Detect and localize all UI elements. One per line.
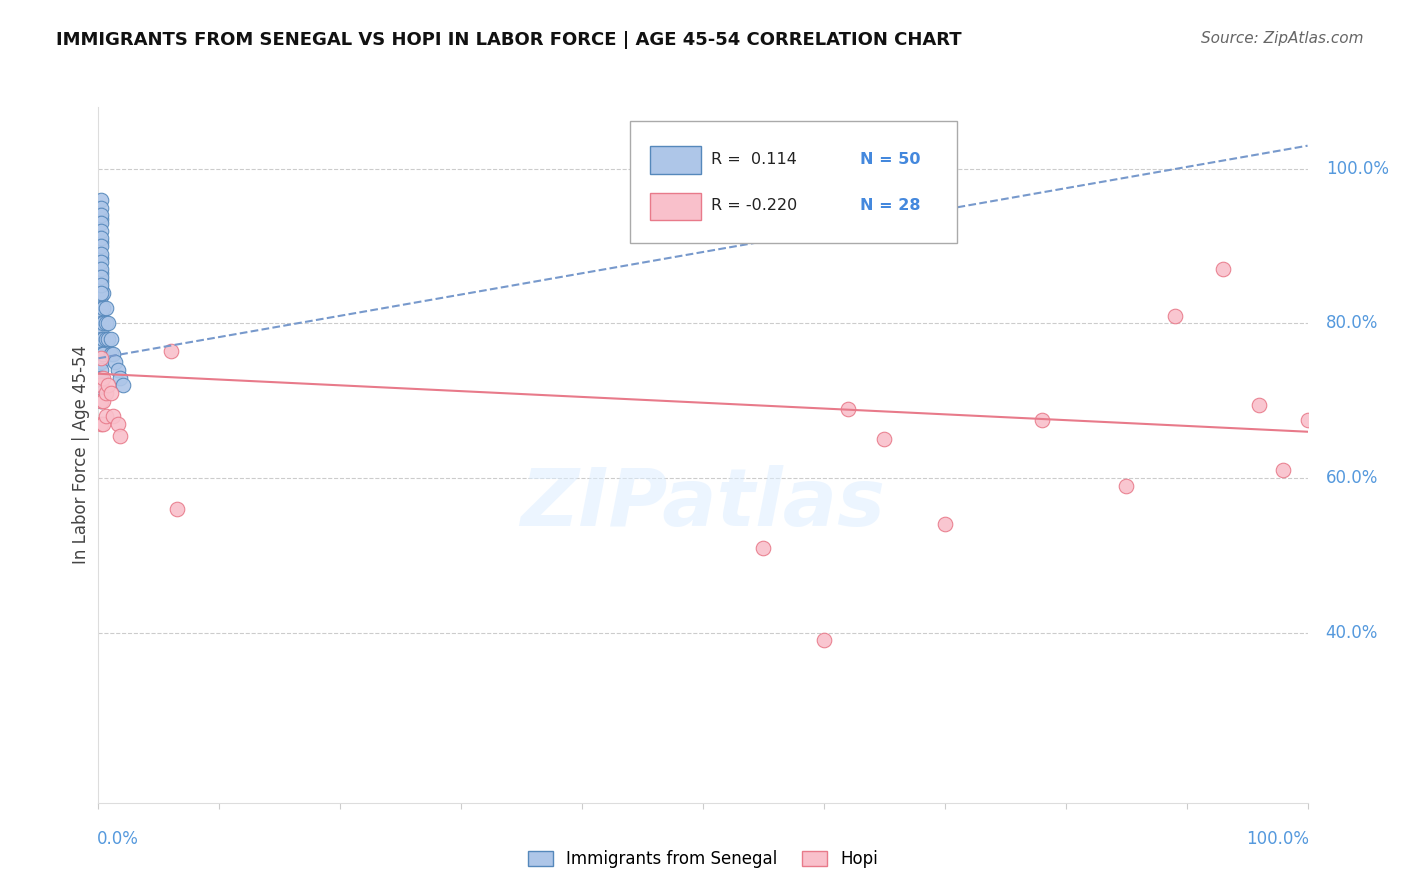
Point	[837, 401, 859, 416]
Text: N = 28: N = 28	[860, 198, 921, 213]
Point	[1115, 479, 1137, 493]
Text: 100.0%: 100.0%	[1246, 830, 1309, 848]
Point	[100, 332, 122, 346]
Point	[90, 239, 112, 253]
Point	[90, 193, 112, 207]
Point	[91, 417, 114, 431]
Point	[90, 363, 112, 377]
Point	[90, 285, 112, 300]
Text: IMMIGRANTS FROM SENEGAL VS HOPI IN LABOR FORCE | AGE 45-54 CORRELATION CHART: IMMIGRANTS FROM SENEGAL VS HOPI IN LABOR…	[56, 31, 962, 49]
Point	[97, 332, 120, 346]
Point	[91, 285, 114, 300]
Point	[90, 231, 112, 245]
Point	[90, 351, 112, 366]
Point	[107, 417, 129, 431]
Text: N = 50: N = 50	[860, 152, 921, 167]
Point	[90, 254, 112, 268]
Text: 0.0%: 0.0%	[97, 830, 139, 848]
Point	[90, 282, 112, 296]
Point	[91, 347, 114, 361]
Point	[91, 301, 114, 315]
Point	[90, 270, 112, 285]
Point	[90, 301, 112, 315]
Point	[1272, 463, 1295, 477]
Point	[1212, 262, 1234, 277]
Point	[1031, 413, 1053, 427]
Point	[97, 317, 120, 331]
Text: R =  0.114: R = 0.114	[711, 152, 797, 167]
Point	[90, 309, 112, 323]
Text: 80.0%: 80.0%	[1326, 315, 1378, 333]
Point	[90, 393, 112, 408]
Point	[108, 428, 131, 442]
Point	[91, 370, 114, 384]
Point	[94, 317, 117, 331]
Point	[90, 386, 112, 401]
Point	[101, 347, 124, 361]
Point	[1249, 398, 1271, 412]
Text: 60.0%: 60.0%	[1326, 469, 1378, 487]
Point	[90, 393, 112, 408]
Point	[90, 208, 112, 222]
Text: ZIPatlas: ZIPatlas	[520, 465, 886, 542]
Point	[90, 212, 112, 227]
Point	[1296, 413, 1319, 427]
Point	[91, 317, 114, 331]
Point	[90, 266, 112, 280]
Point	[107, 363, 129, 377]
Point	[90, 262, 112, 277]
FancyBboxPatch shape	[630, 121, 957, 243]
Point	[90, 317, 112, 331]
Point	[90, 235, 112, 250]
Point	[90, 332, 112, 346]
FancyBboxPatch shape	[650, 193, 700, 220]
Point	[90, 251, 112, 265]
Point	[94, 332, 117, 346]
Point	[90, 378, 112, 392]
Point	[813, 633, 835, 648]
Point	[101, 409, 124, 424]
Legend: Immigrants from Senegal, Hopi: Immigrants from Senegal, Hopi	[522, 843, 884, 874]
Text: R = -0.220: R = -0.220	[711, 198, 797, 213]
Point	[111, 378, 134, 392]
Point	[108, 370, 131, 384]
Point	[94, 386, 117, 401]
Point	[90, 277, 112, 292]
Point	[90, 274, 112, 288]
Point	[90, 370, 112, 384]
Point	[90, 417, 112, 431]
Point	[100, 347, 122, 361]
Point	[90, 347, 112, 361]
Point	[90, 378, 112, 392]
Text: 100.0%: 100.0%	[1326, 160, 1389, 178]
Point	[873, 433, 896, 447]
Point	[90, 355, 112, 369]
Point	[90, 224, 112, 238]
Point	[934, 517, 956, 532]
Point	[752, 541, 775, 555]
Point	[160, 343, 183, 358]
Point	[90, 340, 112, 354]
Point	[100, 386, 122, 401]
Point	[94, 409, 117, 424]
Point	[90, 324, 112, 338]
Point	[1163, 309, 1185, 323]
Text: 40.0%: 40.0%	[1326, 624, 1378, 641]
Point	[97, 378, 120, 392]
Point	[90, 247, 112, 261]
Point	[166, 502, 188, 516]
Point	[91, 393, 114, 408]
Point	[90, 201, 112, 215]
Point	[104, 355, 127, 369]
Point	[90, 289, 112, 303]
Text: Source: ZipAtlas.com: Source: ZipAtlas.com	[1201, 31, 1364, 46]
Point	[91, 332, 114, 346]
FancyBboxPatch shape	[650, 146, 700, 174]
Point	[90, 216, 112, 230]
Point	[94, 301, 117, 315]
Y-axis label: In Labor Force | Age 45-54: In Labor Force | Age 45-54	[72, 345, 90, 565]
